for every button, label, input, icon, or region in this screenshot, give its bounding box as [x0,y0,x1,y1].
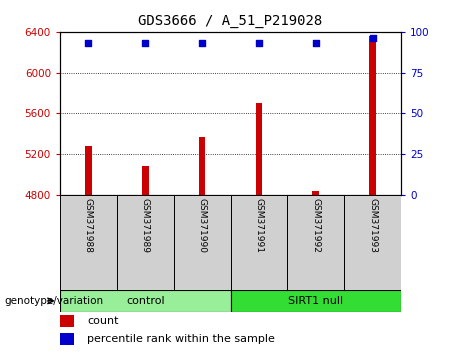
Point [369,35,376,41]
Bar [174,195,230,290]
Point [85,40,92,46]
Bar [230,290,401,312]
Bar [60,195,117,290]
Text: GSM371993: GSM371993 [368,198,377,252]
Text: count: count [87,316,119,326]
Bar [255,103,262,195]
Text: percentile rank within the sample: percentile rank within the sample [87,334,275,344]
Point [312,40,319,46]
Bar [230,195,287,290]
Text: SIRT1 null: SIRT1 null [288,296,343,306]
Point [255,40,263,46]
Bar [287,195,344,290]
Text: control: control [126,296,165,306]
Bar [199,137,206,195]
Text: GSM371989: GSM371989 [141,198,150,252]
Bar [369,36,376,195]
Bar [85,146,92,195]
Bar [60,333,74,345]
Bar [60,290,230,312]
Bar [117,195,174,290]
Text: GDS3666 / A_51_P219028: GDS3666 / A_51_P219028 [138,14,323,28]
Point [142,40,149,46]
Text: genotype/variation: genotype/variation [5,296,104,306]
Text: GSM371991: GSM371991 [254,198,263,252]
Text: GSM371990: GSM371990 [198,198,207,252]
Bar [313,191,319,195]
Bar [142,166,148,195]
Point [198,40,206,46]
Bar [344,195,401,290]
Bar [60,315,74,327]
Text: GSM371992: GSM371992 [311,198,320,252]
Text: GSM371988: GSM371988 [84,198,93,252]
